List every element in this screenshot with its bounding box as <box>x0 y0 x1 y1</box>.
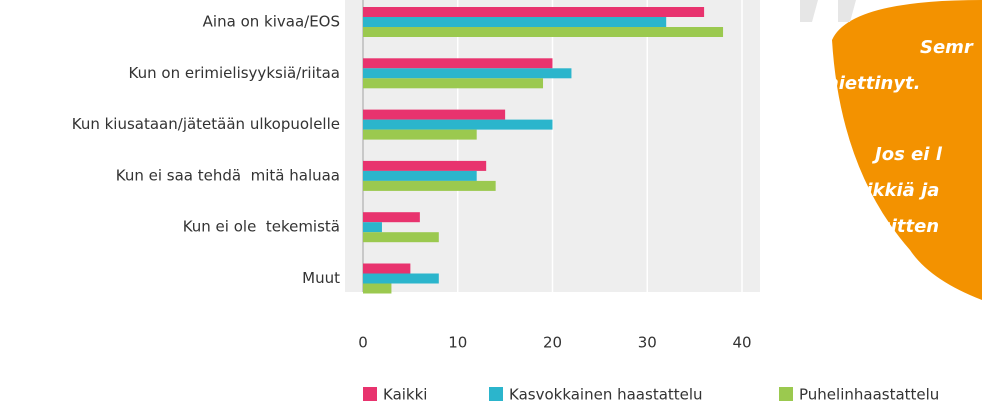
quote-text: Semr <box>920 37 974 58</box>
quote-mark <box>800 0 856 22</box>
legend-swatch <box>489 387 503 401</box>
speech-bubble <box>832 0 982 300</box>
bar <box>363 222 382 233</box>
y-tick-label: Kun ei ole tekemistä <box>183 218 340 236</box>
y-tick-label: Kun ei saa tehdä mitä haluaa <box>116 166 340 184</box>
x-tick-label: 0 <box>358 334 368 352</box>
bar <box>363 68 572 79</box>
y-tick-label: Kun on erimielisyyksiä/riitaa <box>129 64 340 82</box>
x-tick-label: 40 <box>732 334 751 352</box>
bar <box>363 58 553 69</box>
legend-label: Kaikki <box>383 386 427 403</box>
bar <box>363 160 487 171</box>
bar <box>363 78 544 89</box>
quote-text: Jos ei l <box>872 144 943 165</box>
y-tick-label: Kun kiusataan/jätetään ulkopuolelle <box>72 115 340 133</box>
bar <box>363 232 439 243</box>
bar <box>363 7 705 17</box>
bar <box>363 170 477 181</box>
bar <box>363 263 411 274</box>
bar <box>363 212 420 223</box>
bar <box>363 180 496 191</box>
bar <box>363 109 506 120</box>
bar <box>363 129 477 140</box>
legend-swatch <box>779 387 793 401</box>
bar <box>363 27 724 37</box>
bar <box>363 17 667 27</box>
quote-text: leikkiä ja <box>848 180 939 201</box>
bar <box>363 119 553 130</box>
quote-text: sitten <box>880 216 939 237</box>
y-tick-label: Muut <box>302 269 340 287</box>
bar <box>363 283 392 294</box>
x-tick-label: 10 <box>448 334 467 352</box>
quote-text: miettinyt. <box>820 73 921 94</box>
x-tick-label: 20 <box>543 334 562 352</box>
legend-swatch <box>363 387 377 401</box>
legend-label: Puhelinhaastattelu <box>799 386 939 403</box>
legend-label: Kasvokkainen haastattelu <box>509 386 703 403</box>
y-tick-label: Aina on kivaa/EOS <box>203 13 340 31</box>
bar <box>363 273 439 284</box>
x-tick-label: 30 <box>638 334 657 352</box>
